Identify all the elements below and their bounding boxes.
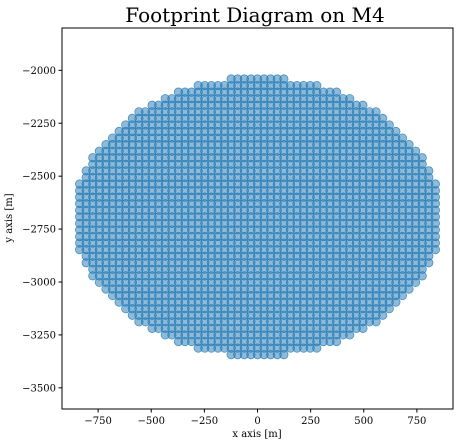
x-axis-ticks: −750 −500 −250 0 250 500 750 bbox=[84, 409, 426, 427]
x-tick-label: 0 bbox=[254, 416, 260, 427]
scatter-point bbox=[331, 87, 342, 97]
y-tick-label: −2750 bbox=[22, 225, 56, 236]
y-axis-label: y axis [m] bbox=[4, 193, 15, 243]
x-tick-label: −750 bbox=[84, 416, 111, 427]
scatter-point bbox=[312, 80, 322, 91]
scatter-point bbox=[391, 126, 401, 137]
scatter-point bbox=[378, 113, 388, 123]
x-tick-label: 750 bbox=[407, 416, 426, 427]
x-axis-label: x axis [m] bbox=[232, 429, 281, 440]
scatter-point bbox=[404, 140, 414, 150]
scatter-points bbox=[75, 74, 440, 360]
scatter-point bbox=[424, 166, 434, 176]
scatter-point bbox=[410, 146, 421, 156]
scatter-point bbox=[397, 133, 408, 143]
y-tick-label: −2250 bbox=[22, 119, 56, 130]
y-tick-label: −3250 bbox=[22, 330, 56, 341]
y-tick-label: −2000 bbox=[22, 66, 56, 77]
chart-title: Footprint Diagram on M4 bbox=[125, 3, 384, 27]
x-tick-label: 500 bbox=[354, 416, 373, 427]
x-tick-label: −250 bbox=[191, 416, 218, 427]
x-tick-label: −500 bbox=[138, 416, 165, 427]
scatter-point bbox=[279, 74, 289, 84]
scatter-point bbox=[430, 179, 440, 189]
scatter-point bbox=[345, 94, 355, 104]
scatter-point bbox=[358, 100, 368, 110]
y-tick-label: −3000 bbox=[22, 278, 56, 289]
x-tick-label: 250 bbox=[301, 416, 320, 427]
scatter-point bbox=[371, 107, 381, 117]
y-tick-label: −2500 bbox=[22, 172, 56, 183]
y-axis-ticks: −3500 −3250 −3000 −2750 −2500 −2250 −2000 bbox=[22, 66, 62, 394]
scatter-point bbox=[417, 153, 427, 163]
y-tick-label: −3500 bbox=[22, 383, 56, 394]
scatter-point bbox=[384, 120, 394, 130]
